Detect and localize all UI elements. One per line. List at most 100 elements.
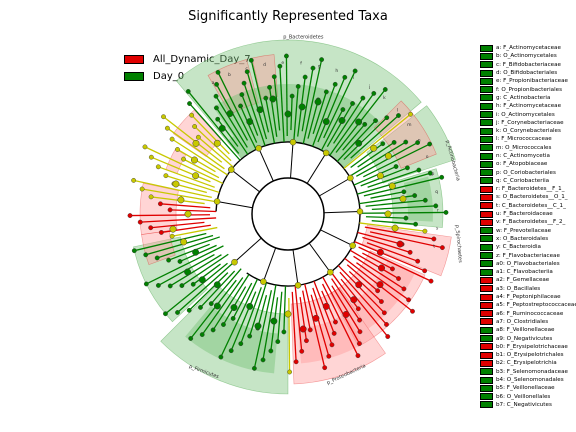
group-legend: All_Dynamic_Day_7 Day_0 [124,51,251,85]
leaf-node [293,359,299,365]
cladogram-branch [192,263,221,285]
taxa-label: u: F_Bacteroidaceae [496,211,553,218]
taxa-swatch [480,119,493,127]
taxa-label: r: F_Bacteroidetes__F_1_ [496,186,565,193]
taxa-swatch [480,177,493,185]
cladogram-branch [220,278,258,358]
taxa-legend-item: v: F_Bacteroidetes__F_2_ [480,218,576,226]
taxa-legend-item: u: F_Bacteroidaceae [480,210,576,218]
phylum-node [260,278,267,285]
phylum-node [289,138,297,146]
internal-node [338,117,346,124]
root-spoke [258,148,274,182]
taxa-legend-item: b5: F_Veillonellaceae [480,384,576,392]
leaf-node [329,342,335,348]
cladogram-branch [323,70,356,139]
taxa-legend-item: z: F_Flavobacteriaceae [480,251,576,260]
leaf-node [439,174,445,180]
leaf-node [239,92,245,98]
taxa-legend-item: s: O_Bacteroidetes__O_1_ [480,193,576,201]
taxa-swatch [480,301,493,309]
leaf-node [378,299,384,304]
leaf-node [198,304,203,310]
cladogram-branch [212,274,250,331]
clade-letter: m [407,123,411,128]
leaf-node [190,281,196,287]
taxa-swatch [480,111,493,119]
phylum-node [347,174,354,182]
taxa-swatch [480,335,493,343]
taxa-swatch [480,127,493,135]
cladogram-branch [357,231,403,245]
internal-node [230,304,238,311]
leaf-node [326,353,332,359]
leaf-node [238,103,243,109]
taxa-swatch [480,318,493,326]
leaf-node [148,225,154,231]
leaf-node [166,257,172,263]
cladogram-branch [367,169,420,188]
leaf-node [210,327,216,333]
cladogram-branch [326,103,354,147]
leaf-node [277,63,283,69]
cladogram-branch [130,214,211,217]
leaf-node [299,348,305,354]
taxa-label: s: O_Bacteroidetes__O_1_ [496,194,568,201]
taxa-legend-item: y: C_Bacteroidia [480,243,576,251]
leaf-node [385,334,391,339]
leaf-node [248,57,254,63]
taxa-swatch [480,210,493,218]
clade-letter: d [263,62,266,68]
taxa-legend-item: w: F_Prevotellaceae [480,227,576,235]
taxa-swatch [480,135,493,143]
taxa-legend-item: b: O_Actinomycetales [480,52,576,60]
cladogram-branch [199,270,236,308]
internal-node [246,302,254,310]
cladogram-branch [349,141,407,178]
taxa-legend-item: d: O_Bifidobacteriales [480,69,576,77]
taxa-swatch [480,343,493,351]
leaf-node [415,258,421,264]
taxa-label: b4: O_Selenomonadales [496,377,564,384]
cladogram-branch [340,278,389,337]
taxa-label: e: F_Propionibacteriaceae [496,78,568,85]
leaf-node [307,327,313,333]
leaf-node [342,74,348,80]
clade-letter: j [368,84,370,90]
taxa-swatch [480,376,493,384]
cladogram-branch [183,158,220,179]
cladogram-branch [163,116,223,163]
taxa-swatch [480,44,493,52]
leaf-node [268,348,274,354]
cladogram-branch [312,91,327,135]
cladogram-branch [317,77,346,143]
cladogram-branch [307,99,319,139]
taxa-legend-item: a: F_Actinomycetaceae [480,44,576,52]
leaf-node [158,230,164,235]
cladogram-branch [241,94,259,136]
cladogram-branch [363,176,442,197]
taxa-swatch [480,293,493,301]
taxa-label: f: O_Propionibacteriales [496,86,563,93]
cladogram-branch [353,165,397,186]
leaf-node [373,118,378,124]
cladogram-branch [249,282,268,337]
cladogram-branch [349,249,399,280]
leaf-node [443,210,449,215]
internal-node [192,172,200,180]
clade-highlight-inner [185,305,278,374]
taxa-swatch [480,393,493,401]
taxa-swatch [480,252,493,260]
cladogram-branch [283,285,287,332]
cladogram-branch [290,96,293,131]
internal-node [385,152,392,160]
taxa-swatch [480,169,493,177]
taxa-swatch [480,268,493,276]
internal-node [284,110,292,118]
internal-node [213,139,221,147]
cladogram-branch [321,283,359,356]
leaf-node [177,259,183,264]
taxa-legend-item: f: O_Propionibacteriales [480,85,576,94]
cladogram-branch [188,272,229,311]
taxa-legend-item: i: O_Actinomycetales [480,110,576,119]
